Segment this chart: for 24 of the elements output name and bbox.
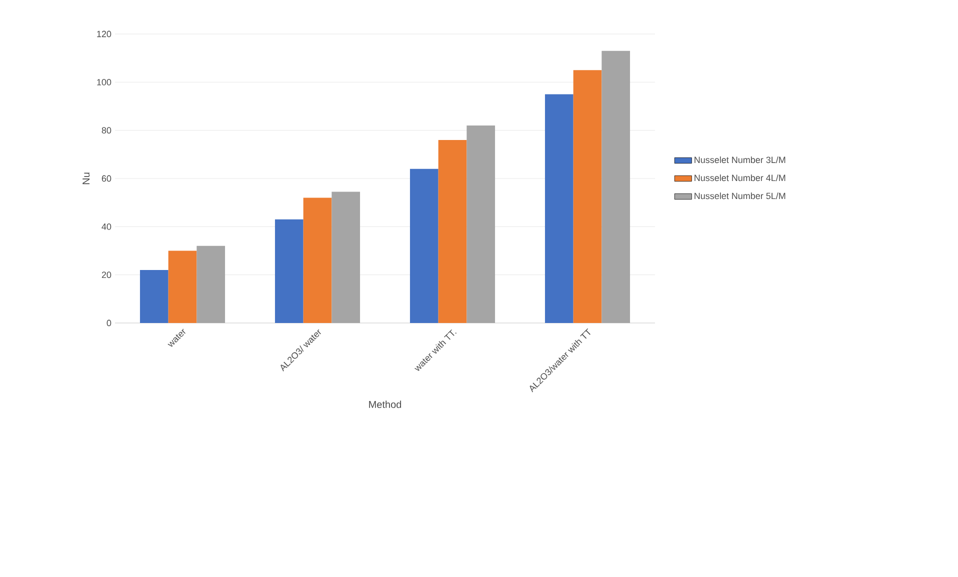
y-tick-label: 60 [102,175,112,182]
y-axis-title: Nu [82,172,90,184]
x-axis-title: Method [369,400,402,408]
y-tick-label: 120 [97,30,112,38]
bar [438,140,467,323]
bar [196,246,226,323]
bar [140,270,168,323]
bar [544,94,574,323]
bar [332,192,360,323]
y-tick-label: 0 [106,320,112,326]
legend-label: Nusselet Number 3L/M [694,156,786,164]
bar [274,219,304,323]
y-tick-label: 40 [102,223,112,230]
bar [466,126,496,323]
bar [573,70,602,323]
bar [410,168,438,323]
legend-label: Nusselet Number 4L/M [694,174,786,182]
y-tick-label: 100 [97,78,112,86]
bar [303,198,332,323]
legend-label: Nusselet Number 5L/M [694,192,786,200]
y-tick-label: 80 [102,127,112,134]
y-tick-label: 20 [102,272,112,278]
bar [168,250,197,323]
bar [602,50,630,323]
